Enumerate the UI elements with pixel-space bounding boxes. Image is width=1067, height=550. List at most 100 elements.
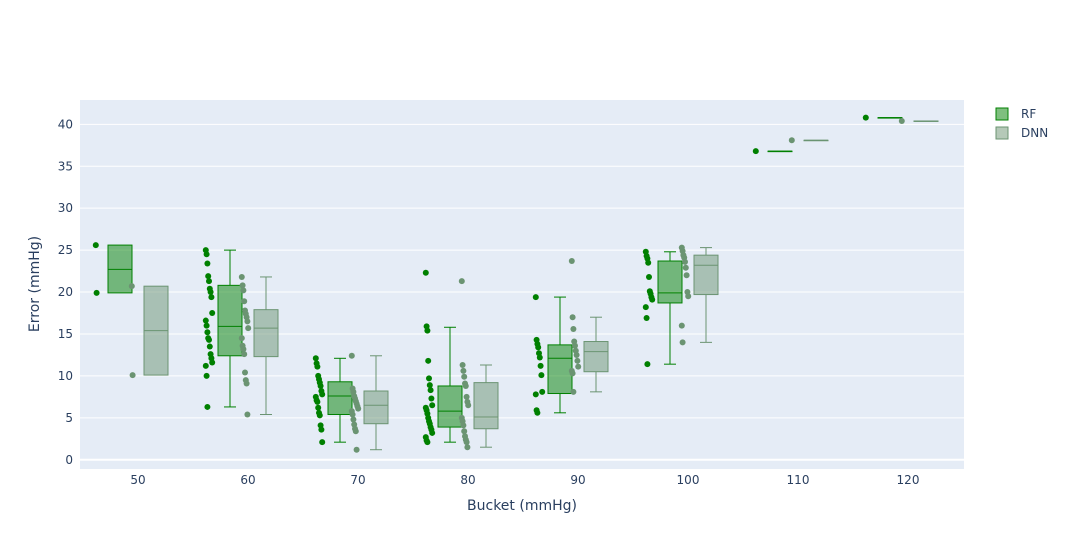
data-point — [460, 367, 467, 374]
data-point — [465, 402, 472, 409]
x-tick-label: 60 — [240, 473, 255, 487]
data-point — [788, 137, 795, 144]
data-point — [245, 325, 252, 332]
y-tick-label: 10 — [58, 369, 73, 383]
x-tick-label: 70 — [350, 473, 365, 487]
data-point — [203, 251, 210, 258]
data-point — [206, 278, 212, 285]
box-series — [92, 114, 939, 453]
box-rf-110[interactable] — [752, 148, 793, 155]
box-iqr — [657, 260, 683, 304]
box-dnn-60[interactable] — [238, 273, 279, 418]
data-point — [319, 439, 326, 446]
box-dnn-70[interactable] — [348, 352, 389, 453]
data-point — [92, 242, 99, 249]
data-point — [240, 346, 247, 353]
data-point — [204, 403, 211, 410]
data-point — [643, 315, 650, 322]
data-point — [645, 259, 652, 266]
y-tick-label: 15 — [58, 327, 73, 341]
x-tick-label: 50 — [130, 473, 145, 487]
data-point — [678, 322, 685, 329]
data-point — [573, 351, 580, 358]
data-point — [93, 289, 100, 296]
box-dnn-50[interactable] — [128, 283, 169, 379]
data-point — [317, 382, 324, 389]
data-point — [538, 372, 545, 379]
box-dnn-120[interactable] — [898, 117, 939, 124]
data-point — [205, 273, 212, 280]
data-point — [240, 287, 247, 294]
data-point — [574, 357, 581, 364]
data-point — [428, 395, 435, 402]
data-point — [461, 428, 468, 435]
box-rf-90[interactable] — [532, 294, 573, 416]
data-point — [752, 148, 759, 155]
data-point — [242, 369, 248, 376]
data-point — [352, 428, 359, 435]
data-point — [128, 283, 135, 290]
data-point — [682, 264, 689, 271]
data-point — [424, 327, 431, 334]
data-point — [204, 260, 211, 267]
data-point — [244, 318, 251, 325]
data-point — [206, 336, 212, 343]
data-point — [464, 444, 471, 451]
legend-label: DNN — [1021, 126, 1048, 140]
box-iqr — [327, 381, 353, 415]
data-point — [532, 294, 539, 301]
box-rf-70[interactable] — [312, 355, 353, 446]
legend-item-rf[interactable]: RF — [995, 107, 1036, 121]
data-point — [422, 269, 429, 276]
data-point — [315, 404, 322, 411]
box-dnn-110[interactable] — [788, 137, 829, 144]
data-point — [239, 282, 246, 289]
legend-label: RF — [1021, 107, 1036, 121]
series-rf — [92, 114, 903, 446]
x-tick-label: 80 — [460, 473, 475, 487]
data-point — [202, 317, 209, 324]
data-point — [575, 363, 582, 370]
data-point — [862, 114, 869, 121]
data-point — [539, 388, 546, 395]
data-point — [460, 422, 467, 429]
data-point — [459, 362, 466, 369]
box-rf-50[interactable] — [92, 242, 133, 296]
box-dnn-90[interactable] — [568, 258, 609, 395]
y-axis-title: Error (mmHg) — [27, 236, 43, 332]
series-dnn — [128, 117, 939, 453]
data-point — [569, 370, 576, 377]
box-rf-60[interactable] — [202, 247, 243, 410]
legend-item-dnn[interactable]: DNN — [995, 126, 1048, 140]
box-iqr — [437, 385, 463, 428]
box-dnn-100[interactable] — [678, 244, 719, 346]
data-point — [683, 272, 690, 279]
data-point — [318, 426, 325, 433]
data-point — [129, 372, 136, 379]
data-point — [461, 373, 468, 380]
y-tick-label: 20 — [58, 285, 73, 299]
data-point — [424, 439, 431, 446]
data-point — [241, 298, 248, 305]
data-point — [203, 372, 210, 379]
x-axis-title: Bucket (mmHg) — [467, 498, 577, 514]
y-tick-label: 40 — [58, 117, 73, 131]
box-rf-120[interactable] — [862, 114, 903, 121]
x-tick-label: 100 — [677, 473, 700, 487]
data-point — [207, 289, 214, 296]
data-point — [204, 329, 211, 336]
data-point — [348, 352, 355, 359]
data-point — [355, 405, 362, 412]
data-point — [458, 278, 465, 285]
box-iqr — [583, 341, 609, 373]
box-rf-80[interactable] — [422, 269, 463, 446]
data-point — [426, 375, 432, 382]
legend[interactable]: RF DNN — [995, 107, 1048, 140]
box-dnn-80[interactable] — [458, 278, 499, 451]
data-point — [353, 446, 360, 453]
box-rf-100[interactable] — [642, 248, 683, 368]
data-point — [209, 359, 216, 366]
data-point — [570, 325, 577, 332]
data-point — [679, 339, 686, 346]
